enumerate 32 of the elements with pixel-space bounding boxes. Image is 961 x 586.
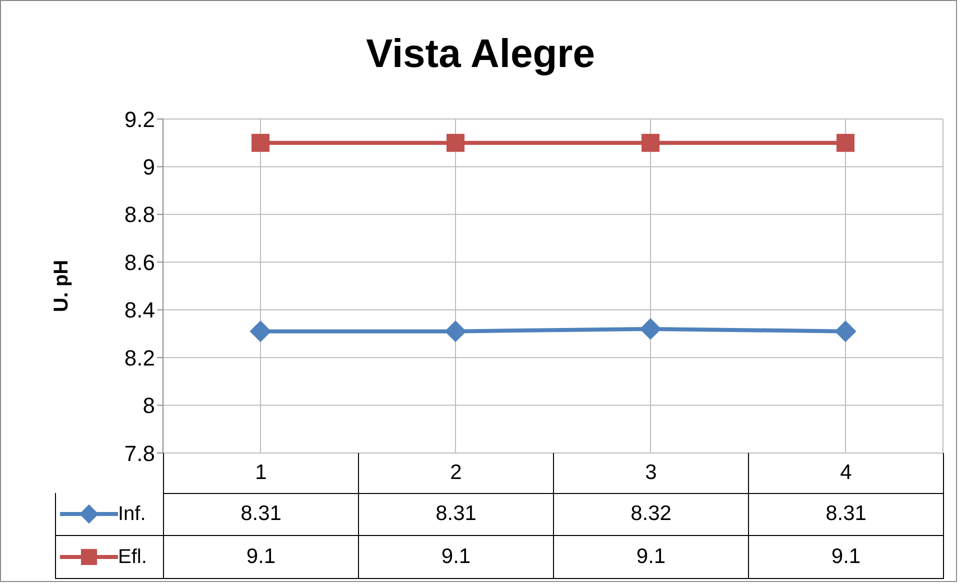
x-tick-label: 3 (554, 453, 749, 493)
point (252, 134, 270, 152)
legend-label: Inf. (118, 502, 146, 526)
y-tick-label: 8 (142, 393, 155, 418)
data-label: 8.31 (749, 493, 944, 535)
point (836, 134, 854, 152)
data-label: 8.31 (359, 493, 554, 535)
point (834, 320, 856, 342)
y-tick-label: 8.6 (124, 250, 155, 275)
point (250, 320, 272, 342)
x-tick-label: 2 (359, 453, 554, 493)
y-tick-label: 9 (142, 154, 155, 180)
y-tick-label: 8.4 (124, 298, 155, 323)
data-label: 9.1 (164, 536, 359, 578)
point (640, 318, 662, 340)
point (642, 134, 660, 152)
y-tick-label: 9.2 (124, 106, 155, 132)
x-tick-label: 4 (749, 453, 944, 493)
point (446, 134, 464, 152)
chart-title: Vista Alegre (364, 32, 596, 77)
data-label: 8.31 (164, 493, 359, 535)
legend-label: Efl. (118, 546, 147, 568)
y-tick-label: 7.8 (124, 440, 155, 466)
data-label: 9.1 (359, 536, 554, 578)
point (444, 320, 466, 342)
x-tick-label: 1 (164, 453, 359, 493)
y-tick-label: 8.2 (124, 345, 155, 370)
data-label: 9.1 (749, 536, 944, 578)
y-tick-label: 8.8 (124, 202, 155, 228)
y-axis-title: U. pH (50, 260, 74, 312)
data-label: 9.1 (554, 536, 749, 578)
data-label: 8.32 (554, 493, 749, 535)
